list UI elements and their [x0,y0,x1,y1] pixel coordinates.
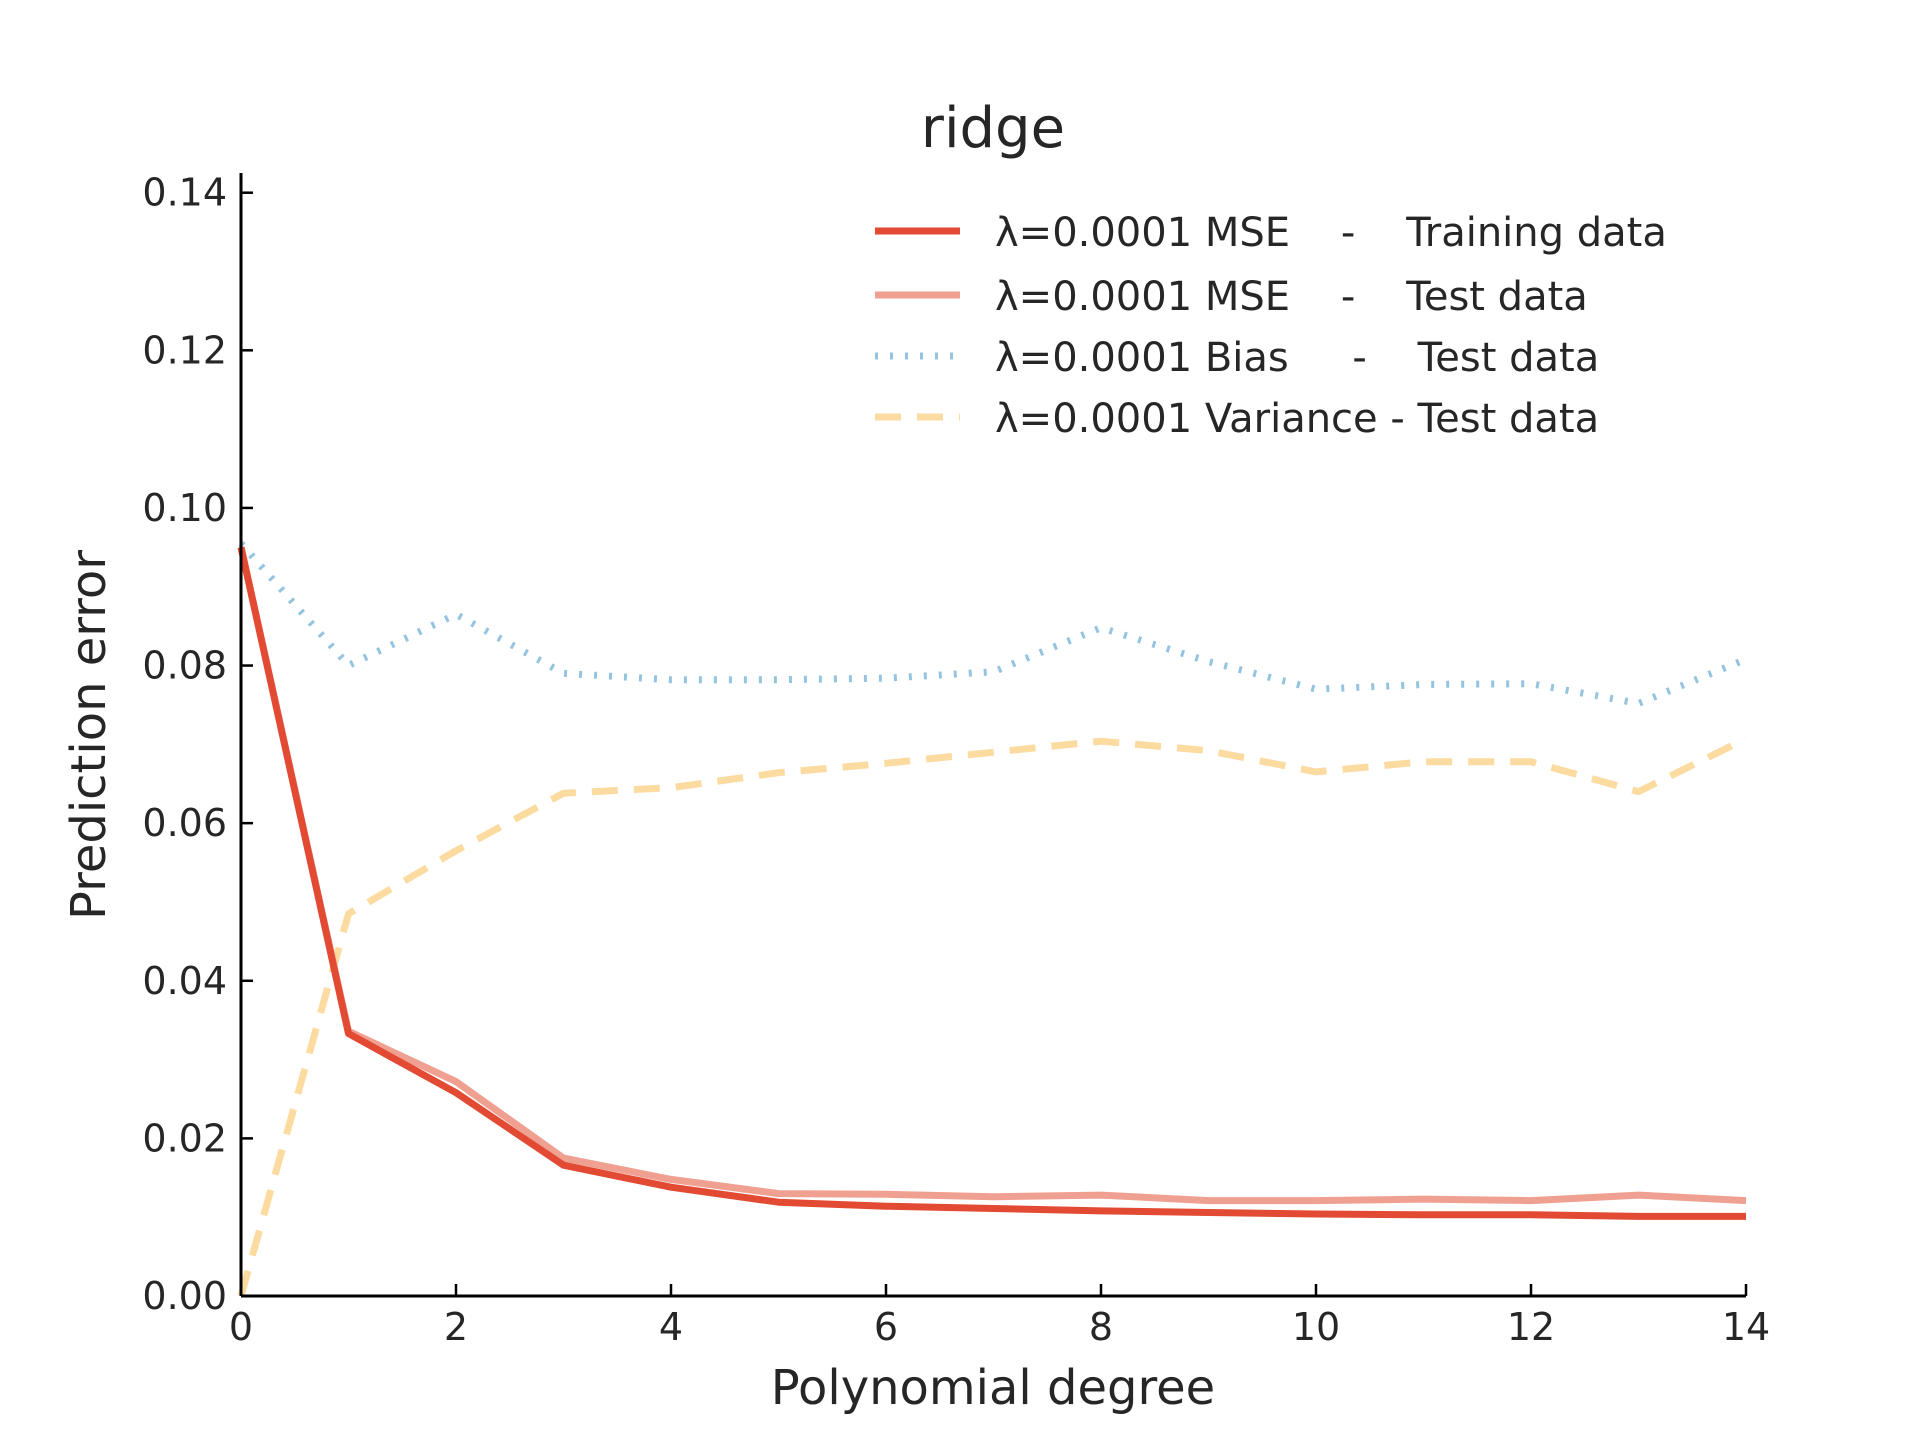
legend-label-3: λ=0.0001 Bias - Test data [995,335,1599,381]
legend-label-2: λ=0.0001 MSE - Test data [995,274,1588,320]
series-layer [237,541,1748,1297]
x-tick-label: 6 [874,1305,898,1349]
x-tick-label: 0 [229,1305,253,1349]
y-tick-label: 0.02 [142,1116,227,1160]
chart-title: ridge [921,96,1065,161]
y-tick-label: 0.04 [142,959,227,1003]
y-tick-label: 0.06 [142,801,227,845]
y-tick-label: 0.14 [142,171,227,215]
legend-label-1: λ=0.0001 MSE - Training data [995,210,1667,256]
y-tick-label: 0.12 [142,328,227,372]
series-line-1 [237,546,1746,1220]
y-tick-label: 0.08 [142,644,227,688]
x-tick-label: 4 [659,1305,683,1349]
x-tick-label: 8 [1089,1305,1113,1349]
y-tick-label: 0.10 [142,486,227,530]
x-tick-label: 2 [444,1305,468,1349]
series-line-3 [238,541,1748,707]
x-tick-label: 14 [1722,1305,1770,1349]
legend-label-4: λ=0.0001 Variance - Test data [995,396,1599,442]
x-axis-label: Polynomial degree [771,1360,1215,1416]
y-axis-label: Prediction error [61,550,117,920]
x-tick-label: 12 [1507,1305,1555,1349]
series-line-4 [237,735,1748,1297]
series-line-2 [237,546,1747,1205]
x-ticks: 0 2 4 6 8 10 12 14 [229,1284,1770,1349]
x-tick-label: 10 [1292,1305,1340,1349]
y-tick-label: 0.00 [142,1274,227,1318]
legend: λ=0.0001 MSE - Training data λ=0.0001 MSE… [875,210,1667,442]
y-ticks: 0.00 0.02 0.04 0.06 0.08 0.10 0.12 0.14 [142,171,253,1318]
